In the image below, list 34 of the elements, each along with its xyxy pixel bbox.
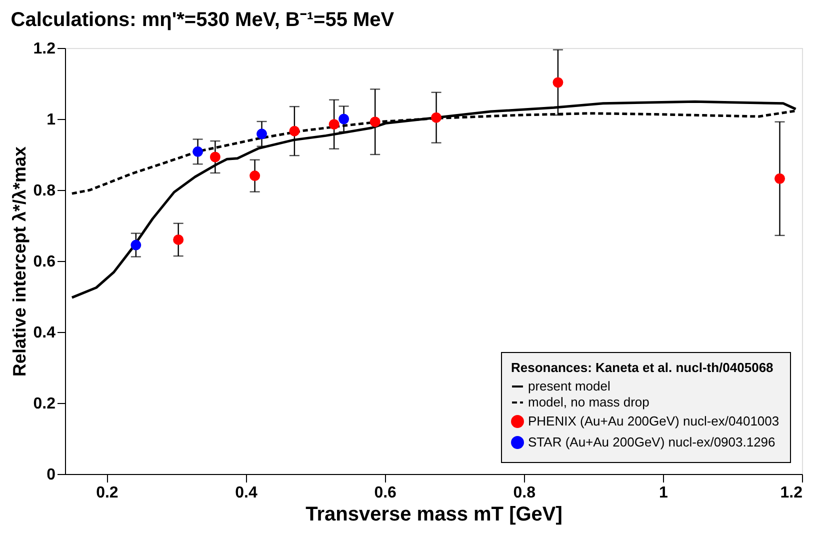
y-tick-label: 0.8 [33,182,56,200]
y-tick-label: 0 [46,466,56,484]
y-tick-label: 0.6 [33,254,56,270]
point [370,116,380,128]
point [192,146,204,157]
point [338,114,350,124]
legend-label: STAR (Au+Au 200GeV) nucl-ex/0903.1296 [528,434,776,450]
point [130,240,142,250]
point [210,152,220,162]
legend-label: model, no mass drop [528,394,650,410]
x-axis-title: Transverse mass mT [GeV] [306,504,562,526]
legend-label: PHENIX (Au+Au 200GeV) nucl-ex/0401003 [528,414,780,428]
point [250,170,260,182]
legend-title: Resonances: Kaneta et al. nucl-th/0405068 [511,360,774,375]
point [431,112,442,123]
point [328,119,340,130]
chart-title: Calculations: mη'*=530 MeV, B⁻¹=55 MeV [10,9,395,31]
point [552,77,564,88]
y-tick-label: 1.2 [33,40,56,58]
x-tick-label: 0.4 [235,484,258,502]
point [289,126,300,136]
legend-label: present model [528,378,610,394]
y-axis-title: Relative intercept λ*/λ*max [9,146,30,377]
point [256,128,268,140]
y-tick-label: 0.2 [33,396,56,412]
point [774,173,785,184]
x-tick-label: 0.6 [374,484,397,502]
point [173,234,184,245]
x-tick-label: 0.2 [96,484,118,502]
x-tick-label: 1.2 [780,484,803,502]
x-tick-label: 1 [658,484,668,502]
y-tick-label: 0.4 [33,324,56,342]
x-tick-label: 0.8 [513,484,536,502]
y-tick-label: 1 [46,112,56,128]
